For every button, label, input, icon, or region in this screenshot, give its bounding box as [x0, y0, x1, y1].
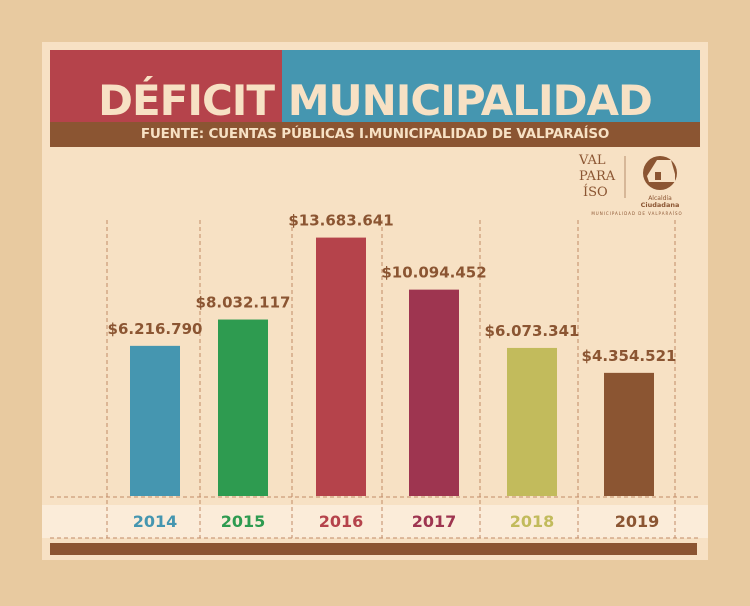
bar-2016	[316, 237, 366, 496]
title-part-1: DÉFICIT	[98, 76, 275, 125]
title-blue-block	[282, 50, 700, 122]
bottom-bar	[50, 543, 697, 555]
chart-subtitle: FUENTE: CUENTAS PÚBLICAS I.MUNICIPALIDAD…	[50, 122, 700, 147]
municipality-logo: VAL PARA ÍSO Alcaldía Ciudadana MUNICIPA…	[575, 148, 705, 218]
logo-city-text: VAL	[578, 153, 606, 168]
bar-2014	[130, 345, 180, 496]
logo-brand-line1: Alcaldía	[648, 195, 672, 202]
data-label: $6.073.341	[485, 322, 580, 340]
house-icon	[643, 156, 677, 190]
year-band	[42, 505, 708, 538]
svg-text:PARA: PARA	[579, 169, 616, 184]
logo-brand-line2: Ciudadana	[641, 201, 680, 209]
logo-tagline: MUNICIPALIDAD DE VALPARAÍSO	[591, 211, 682, 216]
bar-2018	[507, 347, 557, 496]
tick-label: 2015	[221, 512, 266, 531]
bar-2019	[604, 372, 654, 496]
bar-2017	[409, 289, 459, 496]
data-label: $13.683.641	[288, 212, 393, 230]
bar-2015	[218, 319, 268, 496]
tick-label: 2017	[412, 512, 457, 531]
data-label: $4.354.521	[582, 347, 677, 365]
title-part-2: MUNICIPALIDAD	[287, 76, 653, 125]
chart-title: DÉFICIT MUNICIPALIDAD	[50, 76, 700, 125]
data-label: $6.216.790	[108, 320, 203, 338]
svg-text:ÍSO: ÍSO	[583, 184, 608, 200]
data-label: $8.032.117	[196, 294, 291, 312]
tick-label: 2019	[615, 512, 660, 531]
data-label: $10.094.452	[381, 264, 486, 282]
tick-label: 2016	[319, 512, 364, 531]
tick-label: 2014	[133, 512, 178, 531]
title-red-block	[50, 50, 282, 122]
tick-label: 2018	[510, 512, 555, 531]
